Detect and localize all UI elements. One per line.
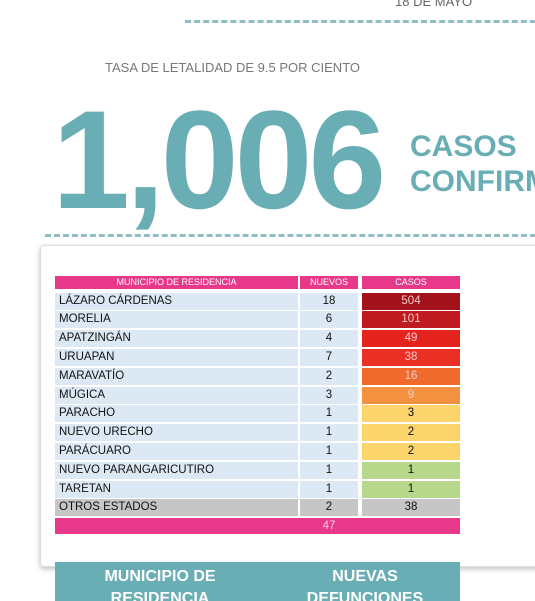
cases: 3: [362, 405, 460, 423]
cases: 1: [362, 480, 460, 498]
new-cases: 1: [300, 405, 358, 423]
cases: 49: [362, 330, 460, 348]
date: 18 DE MAYO: [395, 0, 473, 9]
cases: 101: [362, 311, 460, 329]
municipality: LÁZARO CÁRDENAS: [55, 292, 298, 310]
footer-header: MUNICIPIO DE RESIDENCIA NUEVAS DEFUNCION…: [55, 562, 460, 601]
municipality: MARAVATÍO: [55, 367, 298, 385]
table-header: CASOS: [362, 276, 460, 289]
total-new: 47: [322, 520, 336, 533]
footer-col: MUNICIPIO DE RESIDENCIA: [104, 568, 216, 601]
new-cases: 1: [300, 480, 358, 498]
new-cases: 7: [300, 348, 358, 366]
cases: 1: [362, 461, 460, 479]
new-cases: 2: [300, 367, 358, 385]
municipality: URUAPAN: [55, 348, 298, 366]
new-cases: 4: [300, 330, 358, 348]
table-header: MUNICIPIO DE RESIDENCIA: [55, 276, 298, 289]
new-cases: 18: [300, 292, 358, 310]
cases: 2: [362, 424, 460, 442]
subtitle: TASA DE LETALIDAD DE 9.5 POR CIENTO: [105, 60, 361, 75]
new-cases: 1: [300, 424, 358, 442]
total-bar: [55, 518, 460, 535]
cases: 16: [362, 367, 460, 385]
footer-col: NUEVAS DEFUNCIONES: [306, 568, 424, 601]
cases: 38: [362, 348, 460, 366]
divider: [45, 234, 535, 237]
new-cases: 1: [300, 461, 358, 479]
municipality: PARACHO: [55, 405, 298, 423]
municipality: MORELIA: [55, 311, 298, 329]
cases: 9: [362, 386, 460, 404]
label: CASOS: [410, 130, 517, 163]
divider: [185, 20, 535, 23]
cases: 504: [362, 292, 460, 310]
municipality: NUEVO URECHO: [55, 424, 298, 442]
cases: 2: [362, 442, 460, 460]
table-header: NUEVOS: [300, 276, 358, 289]
new-cases: 6: [300, 311, 358, 329]
municipality: NUEVO PARANGARICUTIRO: [55, 461, 298, 479]
big-number: 1,006: [52, 81, 386, 238]
municipality: MÚGICA: [55, 386, 298, 404]
new-cases: 1: [300, 442, 358, 460]
new-cases: 2: [300, 499, 358, 517]
municipality: APATZINGÁN: [55, 330, 298, 348]
cases: 38: [362, 499, 460, 517]
municipality: PARÁCUARO: [55, 442, 298, 460]
municipality: OTROS ESTADOS: [55, 499, 298, 517]
municipality: TARETAN: [55, 480, 298, 498]
new-cases: 3: [300, 386, 358, 404]
